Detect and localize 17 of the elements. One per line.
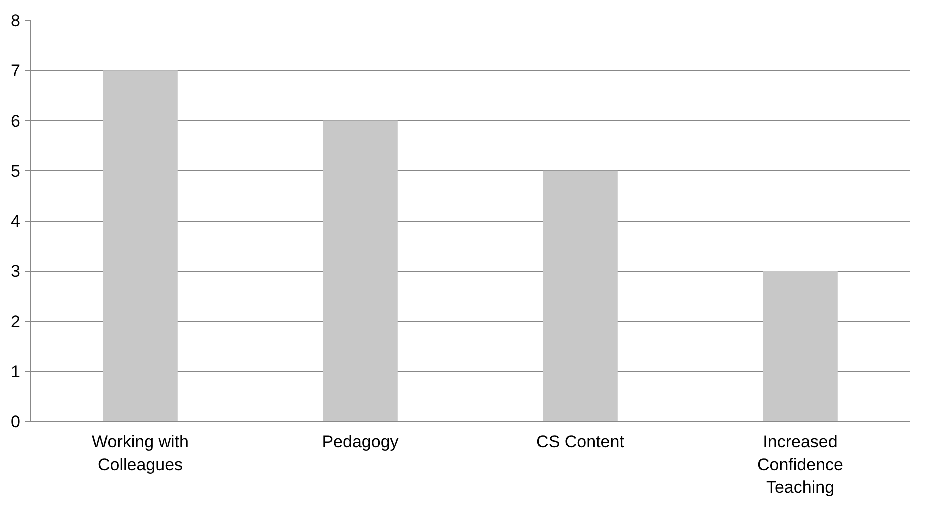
y-tick-label: 8 xyxy=(11,12,21,30)
y-tick-label: 5 xyxy=(11,162,21,181)
y-tick-label: 4 xyxy=(11,212,21,231)
y-tick-label: 7 xyxy=(11,62,21,81)
bar xyxy=(103,70,178,422)
x-tick-label: Increased Confidence Teaching xyxy=(758,432,844,498)
x-tick-label: CS Content xyxy=(536,432,625,452)
bar xyxy=(763,271,838,422)
x-tick-label: Pedagogy xyxy=(322,432,400,452)
bar xyxy=(543,170,618,422)
y-tick-label: 3 xyxy=(11,262,21,282)
y-tick-label: 0 xyxy=(11,412,21,432)
bar xyxy=(323,120,398,422)
y-tick-label: 2 xyxy=(11,312,21,332)
x-tick-label: Working with Colleagues xyxy=(92,432,190,474)
y-tick-label: 6 xyxy=(11,112,21,131)
y-tick-label: 1 xyxy=(11,362,21,382)
